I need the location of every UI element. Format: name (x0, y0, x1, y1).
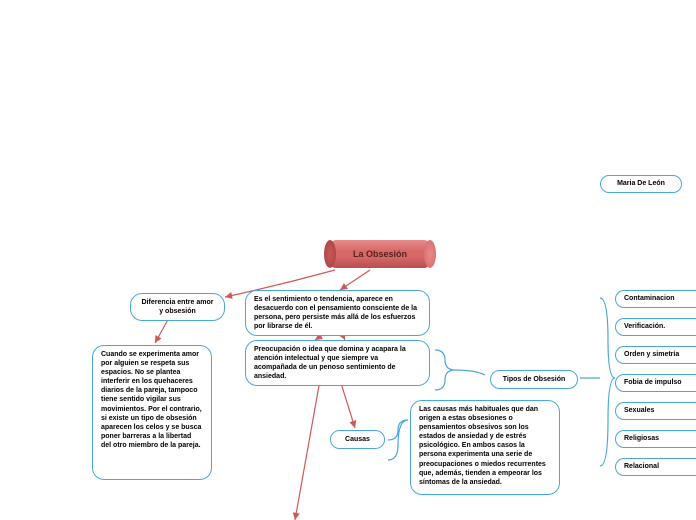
author-node: Maria De León (600, 175, 682, 193)
tipo-item-1: Verificación. (615, 318, 696, 336)
node-amor_text: Cuando se experimenta amor por alguien s… (92, 345, 212, 480)
connector-9 (455, 370, 485, 375)
connector-7 (388, 420, 408, 460)
node-def2: Preocupación o idea que domina y acapara… (245, 340, 430, 386)
connector-8 (435, 350, 455, 390)
node-diff: Diferencia entre amor y obsesión (130, 293, 225, 321)
connector-11 (600, 298, 615, 466)
node-tipos: Tipos de Obsesión (490, 370, 578, 389)
tipo-item-0: Contaminacion (615, 290, 696, 308)
connector-1 (340, 270, 370, 290)
center-label: La Obsesión (353, 249, 407, 259)
connector-6 (295, 380, 320, 520)
node-causas_text: Las causas más habituales que dan origen… (410, 400, 560, 495)
tipo-item-5: Religiosas (615, 430, 696, 448)
node-causas: Causas (330, 430, 385, 449)
tipo-item-4: Sexuales (615, 402, 696, 420)
node-def1: Es el sentimiento o tendencia, aparece e… (245, 290, 430, 336)
tipo-item-3: Fobia de impulso (615, 374, 696, 392)
tipo-item-6: Relacional (615, 458, 696, 476)
author-label: Maria De León (617, 179, 665, 188)
tipo-item-2: Orden y simetría (615, 346, 696, 364)
center-node: La Obsesión (330, 240, 430, 268)
connector-5 (340, 380, 355, 428)
